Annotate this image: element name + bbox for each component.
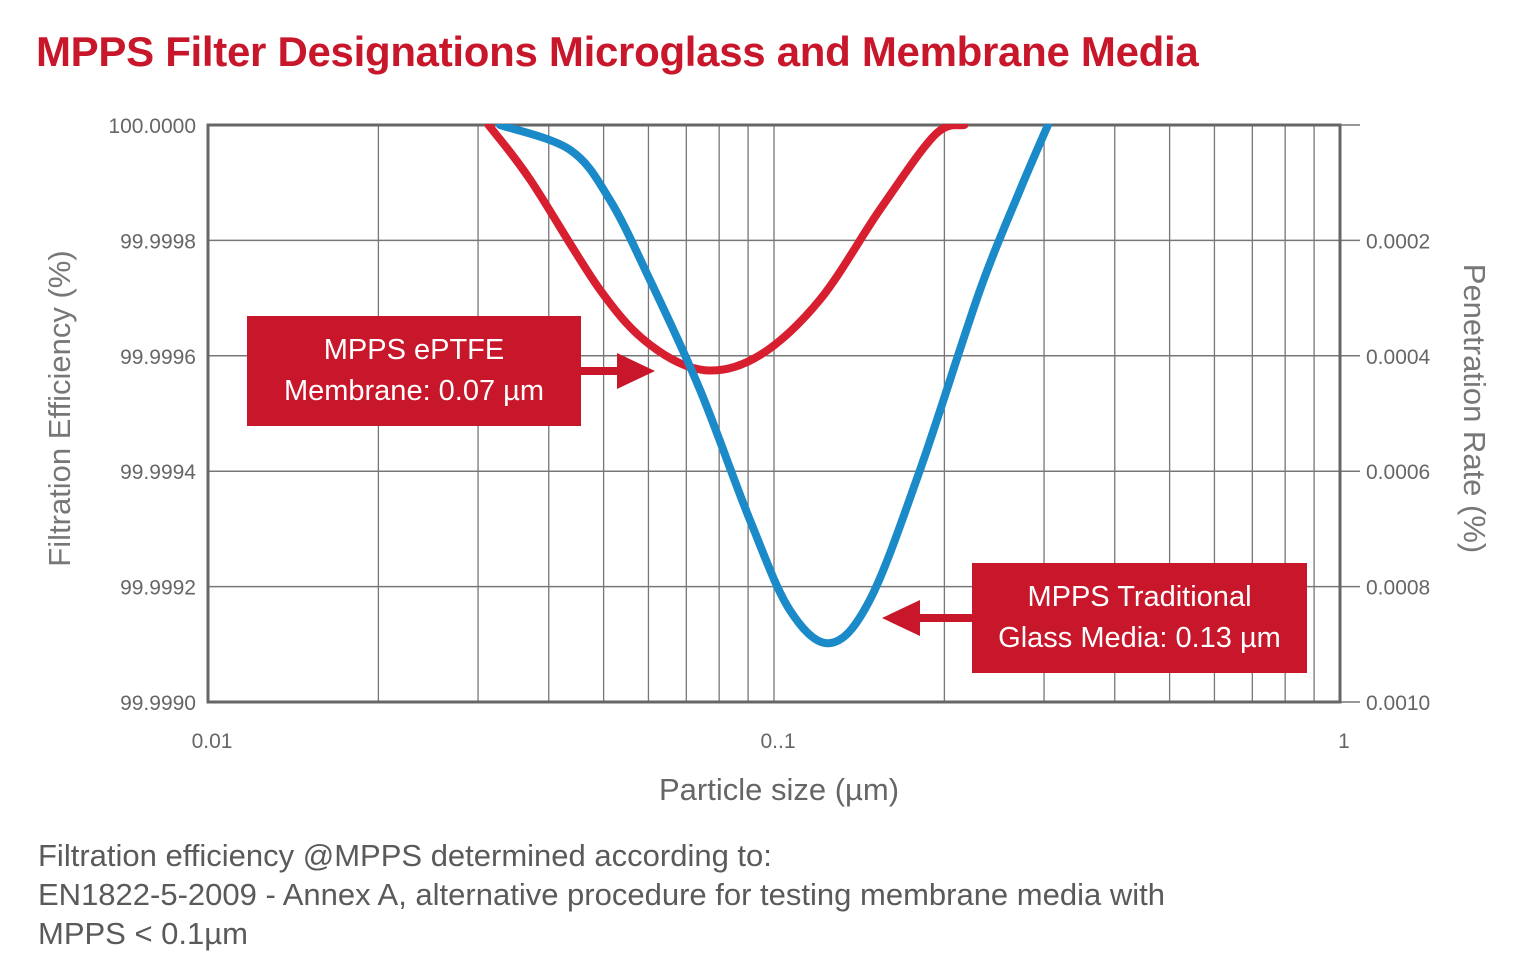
y-tick-label: 99.9990	[120, 692, 196, 715]
arrowhead-icon	[882, 600, 920, 636]
series-line-glass	[495, 124, 1052, 648]
y2-tick-label: 0.0004	[1366, 346, 1431, 369]
annotation-text: Membrane: 0.07 µm	[284, 375, 544, 407]
y2-axis-label: Penetration Rate (%)	[1457, 264, 1492, 553]
x-axis-label: Particle size (µm)	[659, 772, 899, 807]
y-tick-label: 99.9992	[120, 577, 196, 600]
annotation-box	[247, 316, 581, 426]
annotation-text: MPPS Traditional	[1027, 581, 1251, 613]
series-line-eptfe	[484, 124, 969, 375]
x-tick-label: 0..1	[760, 730, 795, 753]
annotation-box	[972, 563, 1307, 673]
chart-title: MPPS Filter Designations Microglass and …	[36, 28, 1199, 75]
y-tick-label: 99.9994	[120, 461, 196, 484]
annotation-text: Glass Media: 0.13 µm	[998, 622, 1281, 654]
arrowhead-icon	[617, 353, 655, 389]
y2-tick-label: 0.0006	[1366, 461, 1430, 484]
footnote-line: MPPS < 0.1µm	[38, 916, 248, 951]
y2-tick-label: 0.0010	[1366, 692, 1430, 715]
y-tick-label: 99.9996	[120, 346, 196, 369]
y-tick-label: 99.9998	[120, 230, 196, 253]
footnote-line: Filtration efficiency @MPPS determined a…	[38, 838, 772, 873]
plot-frame	[206, 123, 1342, 704]
annotation-text: MPPS ePTFE	[324, 334, 505, 366]
y-tick-label: 100.0000	[108, 115, 196, 138]
footnote-line: EN1822-5-2009 - Annex A, alternative pro…	[38, 877, 1165, 912]
y2-tick-label: 0.0002	[1366, 230, 1430, 253]
x-tick-label: 0.01	[192, 730, 233, 753]
y-axis-label: Filtration Efficiency (%)	[42, 250, 77, 566]
x-tick-label: 1	[1338, 730, 1350, 753]
y2-tick-label: 0.0008	[1366, 577, 1430, 600]
